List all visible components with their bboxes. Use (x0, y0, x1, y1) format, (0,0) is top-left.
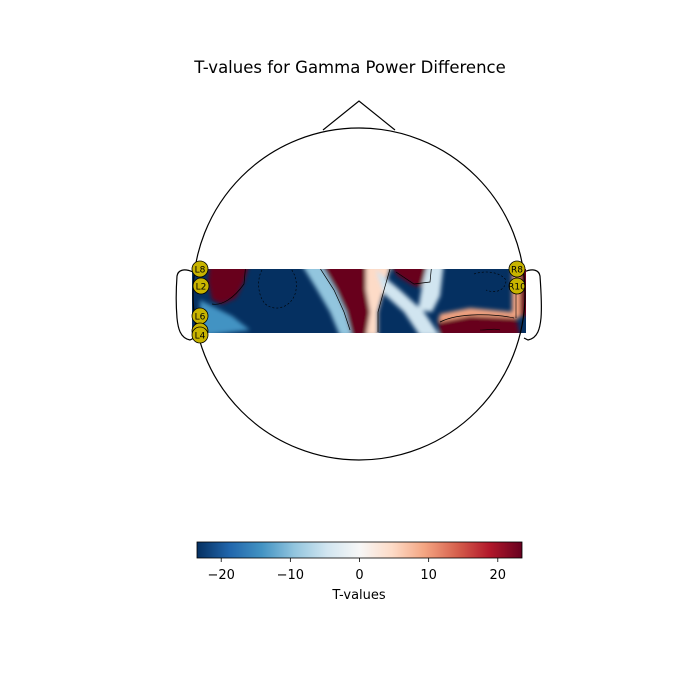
sensor-label: L2 (196, 283, 207, 293)
sensor-label: L8 (195, 266, 206, 276)
sensor-label: L6 (195, 313, 206, 323)
sensor-r10: R10 (508, 277, 526, 295)
sensor-l6: L6 (191, 307, 209, 325)
head-outline (192, 127, 526, 461)
sensor-label: L4 (195, 332, 206, 342)
sensor-r8: R8 (508, 260, 526, 278)
colorbar-tick-label: 0 (355, 568, 363, 583)
head-ear-left (175, 269, 195, 341)
sensor-marker (508, 277, 526, 295)
head-ear-right (523, 269, 543, 341)
head-nose (322, 100, 396, 131)
colorbar-ticks: −20 −10 0 10 20 (207, 558, 506, 583)
colorbar (196, 541, 523, 559)
sensor-l4: L4 (191, 326, 209, 344)
colorbar-tick-label: 20 (490, 568, 507, 583)
sensor-l2: L2 (192, 277, 210, 295)
sensor-marker (191, 260, 209, 278)
colorbar-tick-label: −20 (207, 568, 234, 583)
t-value-heatmap (192, 269, 526, 333)
colorbar-tick-label: −10 (277, 568, 304, 583)
sensor-markers: L8L2L6L5L4R8R10 (191, 260, 526, 344)
sensor-marker (508, 260, 526, 278)
sensor-marker (192, 277, 210, 295)
sensor-label: R10 (508, 283, 526, 293)
chart-title: T-values for Gamma Power Difference (194, 58, 506, 77)
sensor-label: R8 (511, 266, 523, 276)
colorbar-tick-label: 10 (420, 568, 437, 583)
colorbar-label: T-values (331, 588, 386, 603)
sensor-marker (191, 326, 209, 344)
sensor-l8: L8 (191, 260, 209, 278)
